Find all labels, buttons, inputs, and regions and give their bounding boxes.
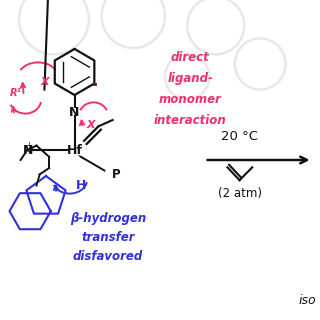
Text: interaction: interaction (154, 114, 227, 126)
Text: X: X (40, 76, 49, 87)
Text: Hf: Hf (67, 144, 83, 157)
Text: disfavored: disfavored (73, 250, 143, 262)
Text: (2 atm): (2 atm) (218, 187, 261, 200)
Text: P: P (111, 168, 120, 181)
Text: X: X (86, 120, 95, 130)
Text: β-hydrogen: β-hydrogen (70, 212, 146, 225)
Circle shape (106, 164, 126, 185)
Text: iso: iso (298, 294, 316, 307)
Text: direct: direct (171, 51, 210, 64)
Text: –: – (51, 143, 57, 157)
Text: N: N (69, 106, 80, 118)
Text: H: H (76, 179, 86, 192)
Text: 20 °C: 20 °C (221, 130, 258, 142)
Text: monomer: monomer (159, 93, 222, 106)
Text: N: N (23, 144, 34, 157)
Text: ligand-: ligand- (167, 72, 213, 85)
Text: +: + (25, 141, 32, 150)
Text: transfer: transfer (81, 231, 135, 244)
Text: R¹: R¹ (10, 88, 22, 98)
